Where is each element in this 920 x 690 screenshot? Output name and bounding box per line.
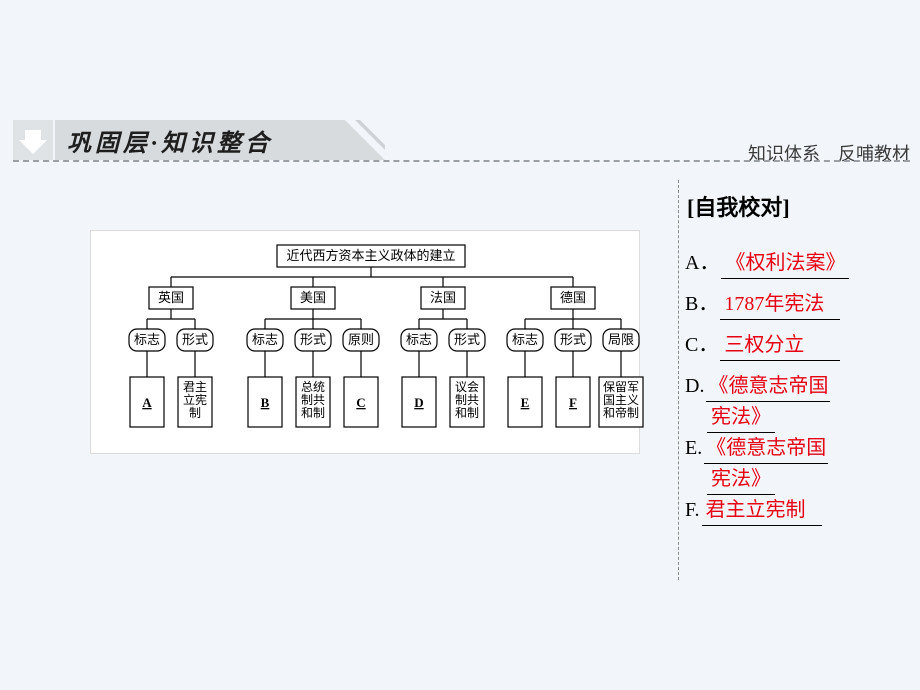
svg-text:标志: 标志 <box>134 332 160 347</box>
answer-letter: A． <box>685 248 721 278</box>
svg-text:君主: 君主 <box>183 380 207 394</box>
answer-letter: C． <box>685 330 720 360</box>
svg-text:总统: 总统 <box>301 380 325 394</box>
svg-text:B: B <box>261 395 270 410</box>
svg-text:E: E <box>521 395 530 410</box>
answer-value: 君主立宪制 <box>702 495 822 526</box>
vertical-divider <box>678 180 679 580</box>
svg-text:保留军: 保留军 <box>603 380 639 394</box>
svg-text:A: A <box>142 395 152 410</box>
svg-text:标志: 标志 <box>252 332 278 347</box>
svg-text:形式: 形式 <box>560 332 586 347</box>
svg-text:和制: 和制 <box>301 406 325 420</box>
svg-text:和制: 和制 <box>455 406 479 420</box>
svg-text:英国: 英国 <box>158 290 184 305</box>
answer-value: 《德意志帝国 <box>706 371 830 402</box>
section-title: 巩固层·知识整合 <box>55 120 273 160</box>
svg-text:制共: 制共 <box>455 393 479 407</box>
svg-text:国主义: 国主义 <box>603 393 639 407</box>
header-underline <box>13 160 910 162</box>
diagram-panel: 近代西方资本主义政体的建立 英国 美国 法国 德国 <box>0 180 660 590</box>
svg-text:形式: 形式 <box>300 332 326 347</box>
svg-text:德国: 德国 <box>560 290 586 305</box>
answer-value: 三权分立 <box>720 330 840 361</box>
answer-letter: F. <box>685 495 702 525</box>
svg-text:和帝制: 和帝制 <box>603 405 639 420</box>
svg-text:议会: 议会 <box>455 380 479 394</box>
answer-value-cont: 宪法》 <box>707 464 775 495</box>
answer-value-cont: 宪法》 <box>707 402 775 433</box>
down-arrow-icon <box>13 120 53 160</box>
svg-text:美国: 美国 <box>300 290 326 305</box>
answer-c: C． 三权分立 <box>685 330 910 361</box>
svg-text:F: F <box>569 395 577 410</box>
answer-value: 1787年宪法 <box>720 289 840 320</box>
answer-b: B． 1787年宪法 <box>685 289 910 320</box>
answer-value: 《权利法案》 <box>721 248 849 279</box>
svg-text:形式: 形式 <box>454 332 480 347</box>
answer-heading: [自我校对] <box>685 190 910 222</box>
svg-text:法国: 法国 <box>430 290 456 305</box>
answer-letter: D. <box>685 371 706 401</box>
tree-diagram: 近代西方资本主义政体的建立 英国 美国 法国 德国 <box>90 230 640 454</box>
svg-text:制共: 制共 <box>301 393 325 407</box>
answer-letter: B． <box>685 289 720 319</box>
svg-text:标志: 标志 <box>512 332 538 347</box>
svg-text:D: D <box>414 395 423 410</box>
answer-e: E. 《德意志帝国 <box>685 433 910 464</box>
svg-text:局限: 局限 <box>608 332 634 347</box>
answer-f: F. 君主立宪制 <box>685 495 910 526</box>
svg-text:形式: 形式 <box>182 332 208 347</box>
svg-text:C: C <box>356 395 365 410</box>
tree-svg: 近代西方资本主义政体的建立 英国 美国 法国 德国 <box>97 241 645 439</box>
section-title-text: 巩固层·知识整合 <box>55 123 273 158</box>
answer-value: 《德意志帝国 <box>704 433 828 464</box>
answer-letter: E. <box>685 433 704 463</box>
svg-text:制: 制 <box>189 406 201 420</box>
answer-panel: [自我校对] A． 《权利法案》 B． 1787年宪法 C． 三权分立 D. 《… <box>685 190 910 526</box>
header-right-label: 知识体系 反哺教材 <box>748 140 910 166</box>
answer-d: D. 《德意志帝国 <box>685 371 910 402</box>
svg-text:标志: 标志 <box>406 332 432 347</box>
root-label: 近代西方资本主义政体的建立 <box>286 248 455 263</box>
svg-text:原则: 原则 <box>348 332 374 347</box>
answer-a: A． 《权利法案》 <box>685 248 910 279</box>
svg-text:立宪: 立宪 <box>183 392 207 407</box>
